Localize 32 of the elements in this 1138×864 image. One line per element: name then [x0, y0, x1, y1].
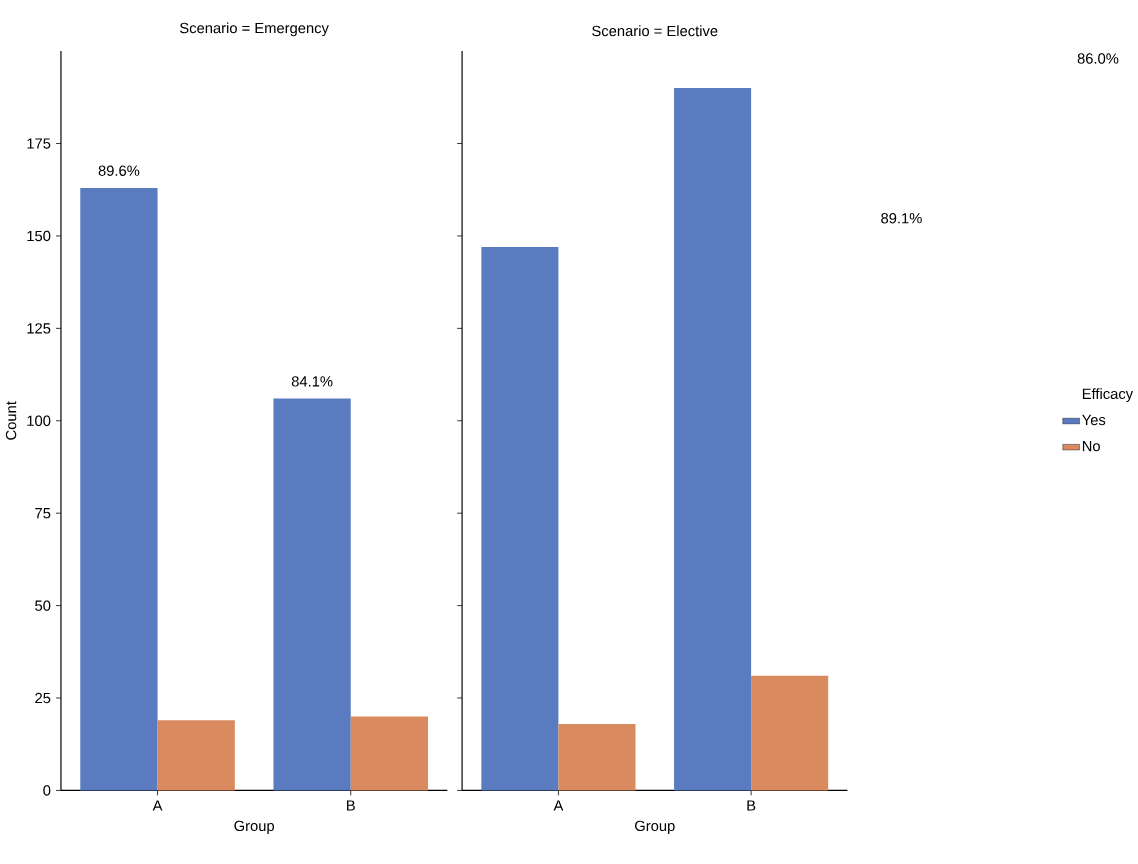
legend-title: Efficacy	[1082, 388, 1134, 402]
bar	[350, 716, 429, 791]
y-tick-label: 100	[27, 415, 51, 426]
y-tick-label: 175	[27, 138, 51, 149]
x-tick-label: B	[747, 800, 756, 811]
annotation: 84.1%	[291, 376, 333, 387]
y-tick-label: 125	[27, 323, 51, 334]
bar	[558, 723, 636, 791]
bar	[481, 246, 559, 791]
y-tick-label: 25	[35, 692, 51, 704]
x-tick-label: A	[152, 800, 163, 811]
legend-label: Yes	[1082, 414, 1106, 426]
x-tick-label: B	[347, 800, 355, 811]
bar	[273, 398, 351, 791]
chart-title: Scenario = Elective	[592, 25, 718, 37]
chart-title: Scenario = Emergency	[180, 22, 329, 37]
y-tick-label: 0	[43, 785, 51, 796]
x-axis-title: Group	[234, 820, 275, 834]
y-tick-label: 75	[35, 507, 51, 519]
bar	[674, 88, 752, 791]
y-tick-label: 50	[35, 600, 51, 611]
x-tick-label: A	[553, 800, 564, 811]
annotation: 89.6%	[98, 165, 140, 176]
bar	[751, 675, 829, 791]
legend-label: No	[1082, 440, 1100, 452]
text: 89.1%	[881, 212, 922, 224]
y-tick-label: 150	[27, 230, 51, 242]
y-axis-title: Count	[5, 401, 17, 440]
x-axis-title: Group	[635, 820, 675, 834]
text: 86.0%	[1077, 53, 1119, 64]
bar	[157, 720, 235, 791]
bar	[80, 187, 158, 791]
